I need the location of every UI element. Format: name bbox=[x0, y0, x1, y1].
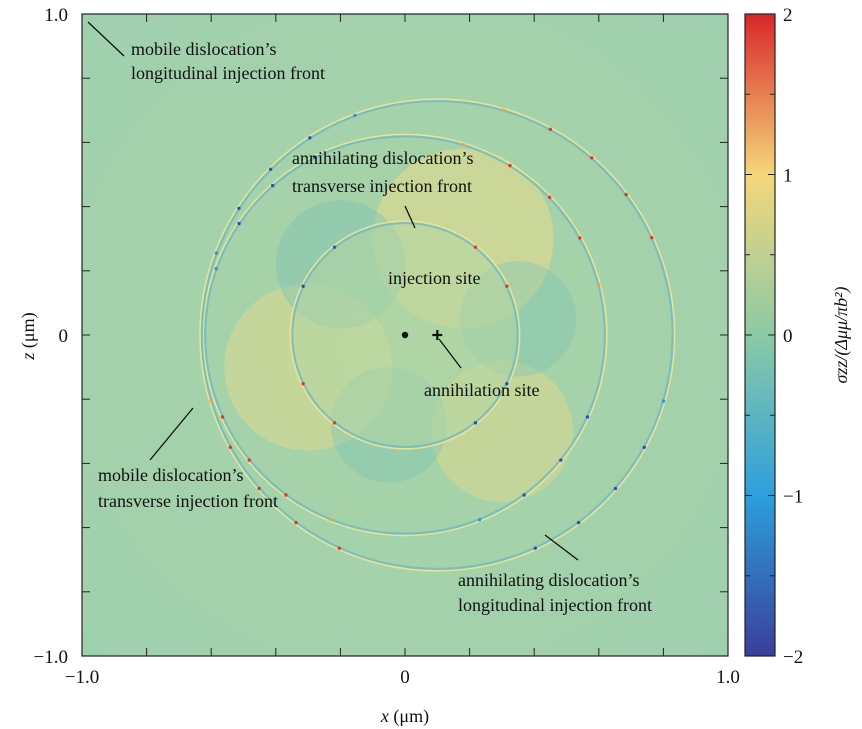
front-speckle bbox=[461, 143, 466, 147]
front-speckle bbox=[353, 113, 357, 118]
front-speckle bbox=[473, 421, 478, 425]
front-speckle bbox=[332, 245, 337, 249]
front-speckle bbox=[332, 421, 337, 425]
front-speckle bbox=[559, 458, 563, 462]
x-ticks bbox=[81, 14, 729, 656]
front-speckle bbox=[237, 206, 241, 211]
front-speckle bbox=[576, 520, 581, 525]
front-speckle bbox=[337, 546, 342, 550]
y-tick-label: −1.0 bbox=[34, 647, 68, 668]
colorbar-tick-label: −1 bbox=[783, 487, 803, 508]
front-speckle bbox=[578, 236, 582, 240]
colorbar-tick-label: −2 bbox=[783, 647, 803, 668]
front-speckle bbox=[502, 108, 506, 112]
y-tick-label: 1.0 bbox=[44, 5, 68, 26]
front-speckle bbox=[301, 382, 305, 386]
colorbar-ticks: 2 1 0 −1 −2 bbox=[745, 5, 803, 668]
front-speckle bbox=[597, 283, 601, 287]
front-speckle bbox=[209, 399, 213, 403]
front-speckle bbox=[313, 155, 317, 159]
colorbar: 2 1 0 −1 −2 σzz/(Δμμ/πb²) bbox=[744, 5, 852, 668]
colorbar-label: σzz/(Δμμ/πb²) bbox=[831, 287, 852, 384]
plot-area bbox=[81, 13, 729, 657]
colorbar-tick-label: 1 bbox=[783, 166, 793, 187]
x-tick-label: 0 bbox=[400, 667, 410, 688]
fronts-layer bbox=[199, 98, 676, 572]
front-speckle bbox=[473, 245, 478, 249]
site-markers bbox=[401, 330, 443, 340]
front-speckle bbox=[228, 445, 233, 450]
front-speckle bbox=[257, 486, 261, 491]
front-speckle bbox=[477, 517, 482, 522]
annotation-annihilating-longitudinal: annihilating dislocation’s longitudinal … bbox=[458, 570, 652, 615]
front-speckle bbox=[268, 167, 273, 172]
front-speckle bbox=[548, 127, 553, 132]
front-circle bbox=[200, 99, 675, 571]
leader-line bbox=[404, 205, 416, 229]
front-speckle bbox=[270, 183, 275, 188]
front-speckle bbox=[247, 458, 251, 462]
x-tick-label: −1.0 bbox=[65, 667, 99, 688]
front-speckle bbox=[624, 192, 628, 197]
y-ticks bbox=[82, 13, 728, 657]
colorbar-tick-label: 2 bbox=[783, 5, 793, 26]
front-speckle bbox=[547, 195, 552, 199]
annotation-injection-site: injection site bbox=[388, 268, 480, 288]
front-speckle bbox=[214, 251, 219, 255]
y-axis-label: z (μm) bbox=[18, 312, 39, 360]
front-speckle bbox=[328, 517, 333, 522]
x-tick-label: 1.0 bbox=[716, 667, 740, 688]
front-circle-edge bbox=[289, 220, 521, 450]
leader-line bbox=[544, 534, 579, 561]
y-tick-label: 0 bbox=[59, 326, 69, 347]
front-speckle bbox=[590, 156, 594, 160]
leader-line bbox=[438, 338, 462, 369]
front-circle-edge bbox=[199, 98, 676, 572]
front-speckle bbox=[505, 284, 509, 288]
front-speckle bbox=[508, 163, 512, 168]
front-speckle bbox=[308, 136, 312, 140]
annotations: mobile dislocation’s longitudinal inject… bbox=[87, 21, 652, 615]
front-circle bbox=[203, 134, 607, 536]
front-speckle bbox=[642, 445, 646, 450]
front-circle-edge bbox=[202, 133, 608, 537]
annotation-annihilation-site: annihilation site bbox=[424, 380, 539, 400]
x-tick-labels: −1.0 0 1.0 bbox=[65, 667, 740, 688]
front-speckle bbox=[214, 266, 218, 271]
front-speckle bbox=[650, 235, 654, 240]
y-tick-labels: 1.0 0 −1.0 bbox=[34, 5, 68, 668]
front-speckle bbox=[284, 493, 288, 497]
front-speckle bbox=[522, 493, 526, 497]
front-speckle bbox=[505, 382, 509, 386]
leader-line bbox=[87, 21, 125, 57]
annotation-mobile-transverse: mobile dislocation’s transverse injectio… bbox=[98, 465, 278, 511]
colorbar-tick-label: 0 bbox=[783, 326, 793, 347]
front-speckle bbox=[294, 520, 298, 525]
leader-line bbox=[149, 407, 194, 461]
x-axis-label: x (μm) bbox=[380, 706, 429, 727]
front-speckle bbox=[585, 415, 590, 419]
front-speckle bbox=[220, 415, 225, 419]
injection-site-marker bbox=[401, 331, 409, 339]
front-speckle bbox=[533, 546, 537, 550]
front-speckle bbox=[301, 284, 305, 288]
front-speckle bbox=[237, 221, 241, 226]
front-speckle bbox=[661, 399, 666, 403]
front-circle bbox=[290, 221, 520, 449]
front-speckle bbox=[613, 486, 618, 491]
annotation-mobile-longitudinal: mobile dislocation’s longitudinal inject… bbox=[131, 39, 325, 83]
annotation-annihilating-transverse: annihilating dislocation’s transverse in… bbox=[292, 148, 478, 196]
